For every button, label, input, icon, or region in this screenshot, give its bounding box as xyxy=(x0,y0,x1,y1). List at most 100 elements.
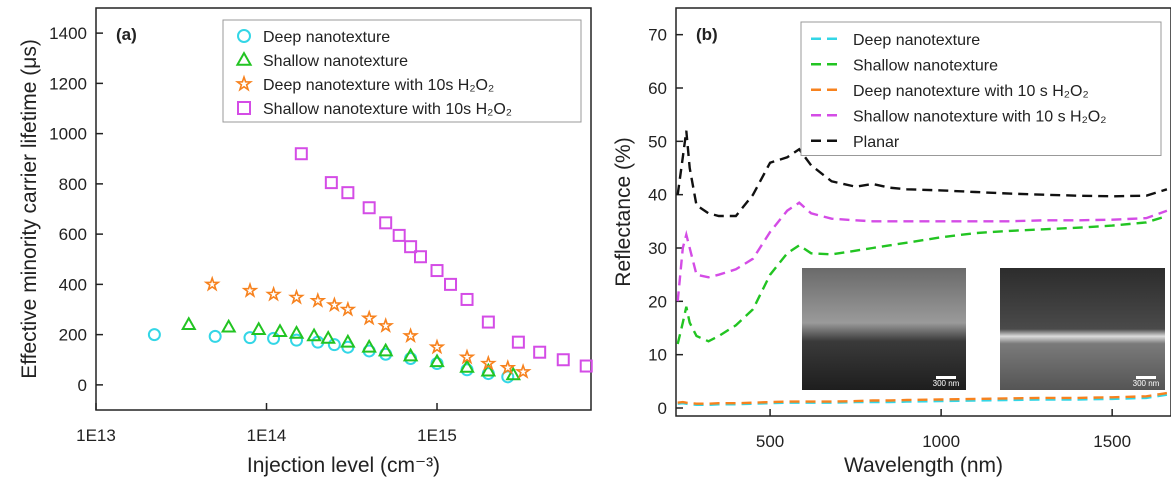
legend-swatch xyxy=(237,29,251,43)
legend-box xyxy=(800,21,1162,156)
marker xyxy=(460,292,474,306)
y-tick-label: 10 xyxy=(648,346,667,365)
marker xyxy=(402,327,420,344)
marker xyxy=(377,316,395,333)
x-tick-label: 1E14 xyxy=(247,426,287,445)
y-tick-label: 1400 xyxy=(49,24,87,43)
x-tick-label: 1500 xyxy=(1093,432,1131,451)
legend-label: Shallow nanotexture xyxy=(263,53,408,70)
marker xyxy=(402,347,419,362)
marker xyxy=(361,338,377,353)
y-tick-label: 60 xyxy=(648,79,667,98)
scale-bar xyxy=(1136,376,1156,379)
marker xyxy=(579,359,593,373)
x-tick-label: 1000 xyxy=(922,432,960,451)
y-tick-label: 0 xyxy=(658,399,667,418)
legend-box xyxy=(222,19,582,123)
marker xyxy=(181,316,197,330)
x-axis-title: Injection level (cm⁻³) xyxy=(247,454,440,477)
marker xyxy=(320,330,336,344)
marker xyxy=(413,250,427,264)
marker xyxy=(250,321,267,335)
marker xyxy=(501,370,515,384)
marker xyxy=(241,281,259,298)
marker xyxy=(428,338,446,355)
marker xyxy=(325,296,343,313)
scale-label: 300 nm xyxy=(1133,379,1160,388)
marker xyxy=(362,201,376,215)
marker xyxy=(340,333,356,348)
legend-label: Shallow nanotexture xyxy=(853,57,998,74)
x-axis-title: Wavelength (nm) xyxy=(844,454,1003,477)
marker xyxy=(208,329,222,343)
x-tick-label: 500 xyxy=(756,432,784,451)
y-tick-label: 30 xyxy=(648,239,667,258)
legend-label: Shallow nanotexture with 10s H₂O₂ xyxy=(263,101,512,118)
marker xyxy=(444,277,458,291)
data-line xyxy=(677,391,1168,405)
y-tick-label: 70 xyxy=(648,26,667,45)
data-line xyxy=(676,201,1168,302)
plot-frame xyxy=(675,7,1171,417)
panel-label: (a) xyxy=(116,25,137,44)
marker xyxy=(339,300,357,317)
plot-frame xyxy=(95,7,592,411)
legend-swatch xyxy=(234,74,254,92)
marker xyxy=(533,345,547,359)
marker xyxy=(556,353,570,367)
marker xyxy=(499,358,517,375)
marker xyxy=(458,348,476,365)
scale-bar xyxy=(936,376,956,379)
marker xyxy=(203,275,221,292)
y-tick-label: 800 xyxy=(59,175,87,194)
insets: 300 nm 300 nm xyxy=(802,268,1165,390)
marker xyxy=(341,186,355,200)
data-line xyxy=(676,214,1168,345)
legend-label: Deep nanotexture xyxy=(263,29,390,46)
scale-label: 300 nm xyxy=(933,379,960,388)
legend-label: Deep nanotexture with 10 s H₂O₂ xyxy=(853,83,1089,100)
marker xyxy=(459,358,475,373)
marker xyxy=(360,309,378,326)
x-tick-label: 1E13 xyxy=(76,426,116,445)
marker xyxy=(243,331,257,345)
marker xyxy=(327,338,341,352)
marker xyxy=(272,323,288,338)
legend-label: Planar xyxy=(853,134,900,151)
marker xyxy=(429,353,445,368)
y-tick-label: 200 xyxy=(59,326,87,345)
legend-label: Shallow nanotexture with 10 s H₂O₂ xyxy=(853,108,1106,125)
y-tick-label: 400 xyxy=(59,275,87,294)
y-tick-label: 50 xyxy=(648,132,667,151)
y-axis-title: Reflectance (%) xyxy=(612,137,635,286)
marker xyxy=(220,318,237,333)
marker xyxy=(511,335,525,349)
marker xyxy=(265,285,282,302)
marker xyxy=(379,216,393,230)
data-line xyxy=(676,130,1168,218)
marker xyxy=(147,328,161,342)
marker xyxy=(324,176,338,190)
marker xyxy=(309,291,327,308)
marker xyxy=(267,331,281,345)
y-tick-label: 1000 xyxy=(49,125,87,144)
marker xyxy=(377,342,394,357)
marker xyxy=(404,240,418,254)
marker xyxy=(288,288,305,305)
x-tick-label: 1E15 xyxy=(417,426,457,445)
y-tick-label: 0 xyxy=(78,376,87,395)
marker xyxy=(481,315,495,329)
legend-swatch xyxy=(235,51,253,66)
marker xyxy=(392,228,406,242)
marker xyxy=(480,362,497,377)
y-axis-title: Effective minority carrier lifetime (μs) xyxy=(18,39,41,379)
marker xyxy=(306,327,322,342)
marker xyxy=(479,354,497,371)
y-tick-label: 40 xyxy=(648,186,667,205)
marker xyxy=(294,147,308,161)
sem-image xyxy=(1000,268,1165,390)
marker xyxy=(430,264,444,278)
marker xyxy=(290,333,304,347)
sem-image xyxy=(802,268,966,390)
